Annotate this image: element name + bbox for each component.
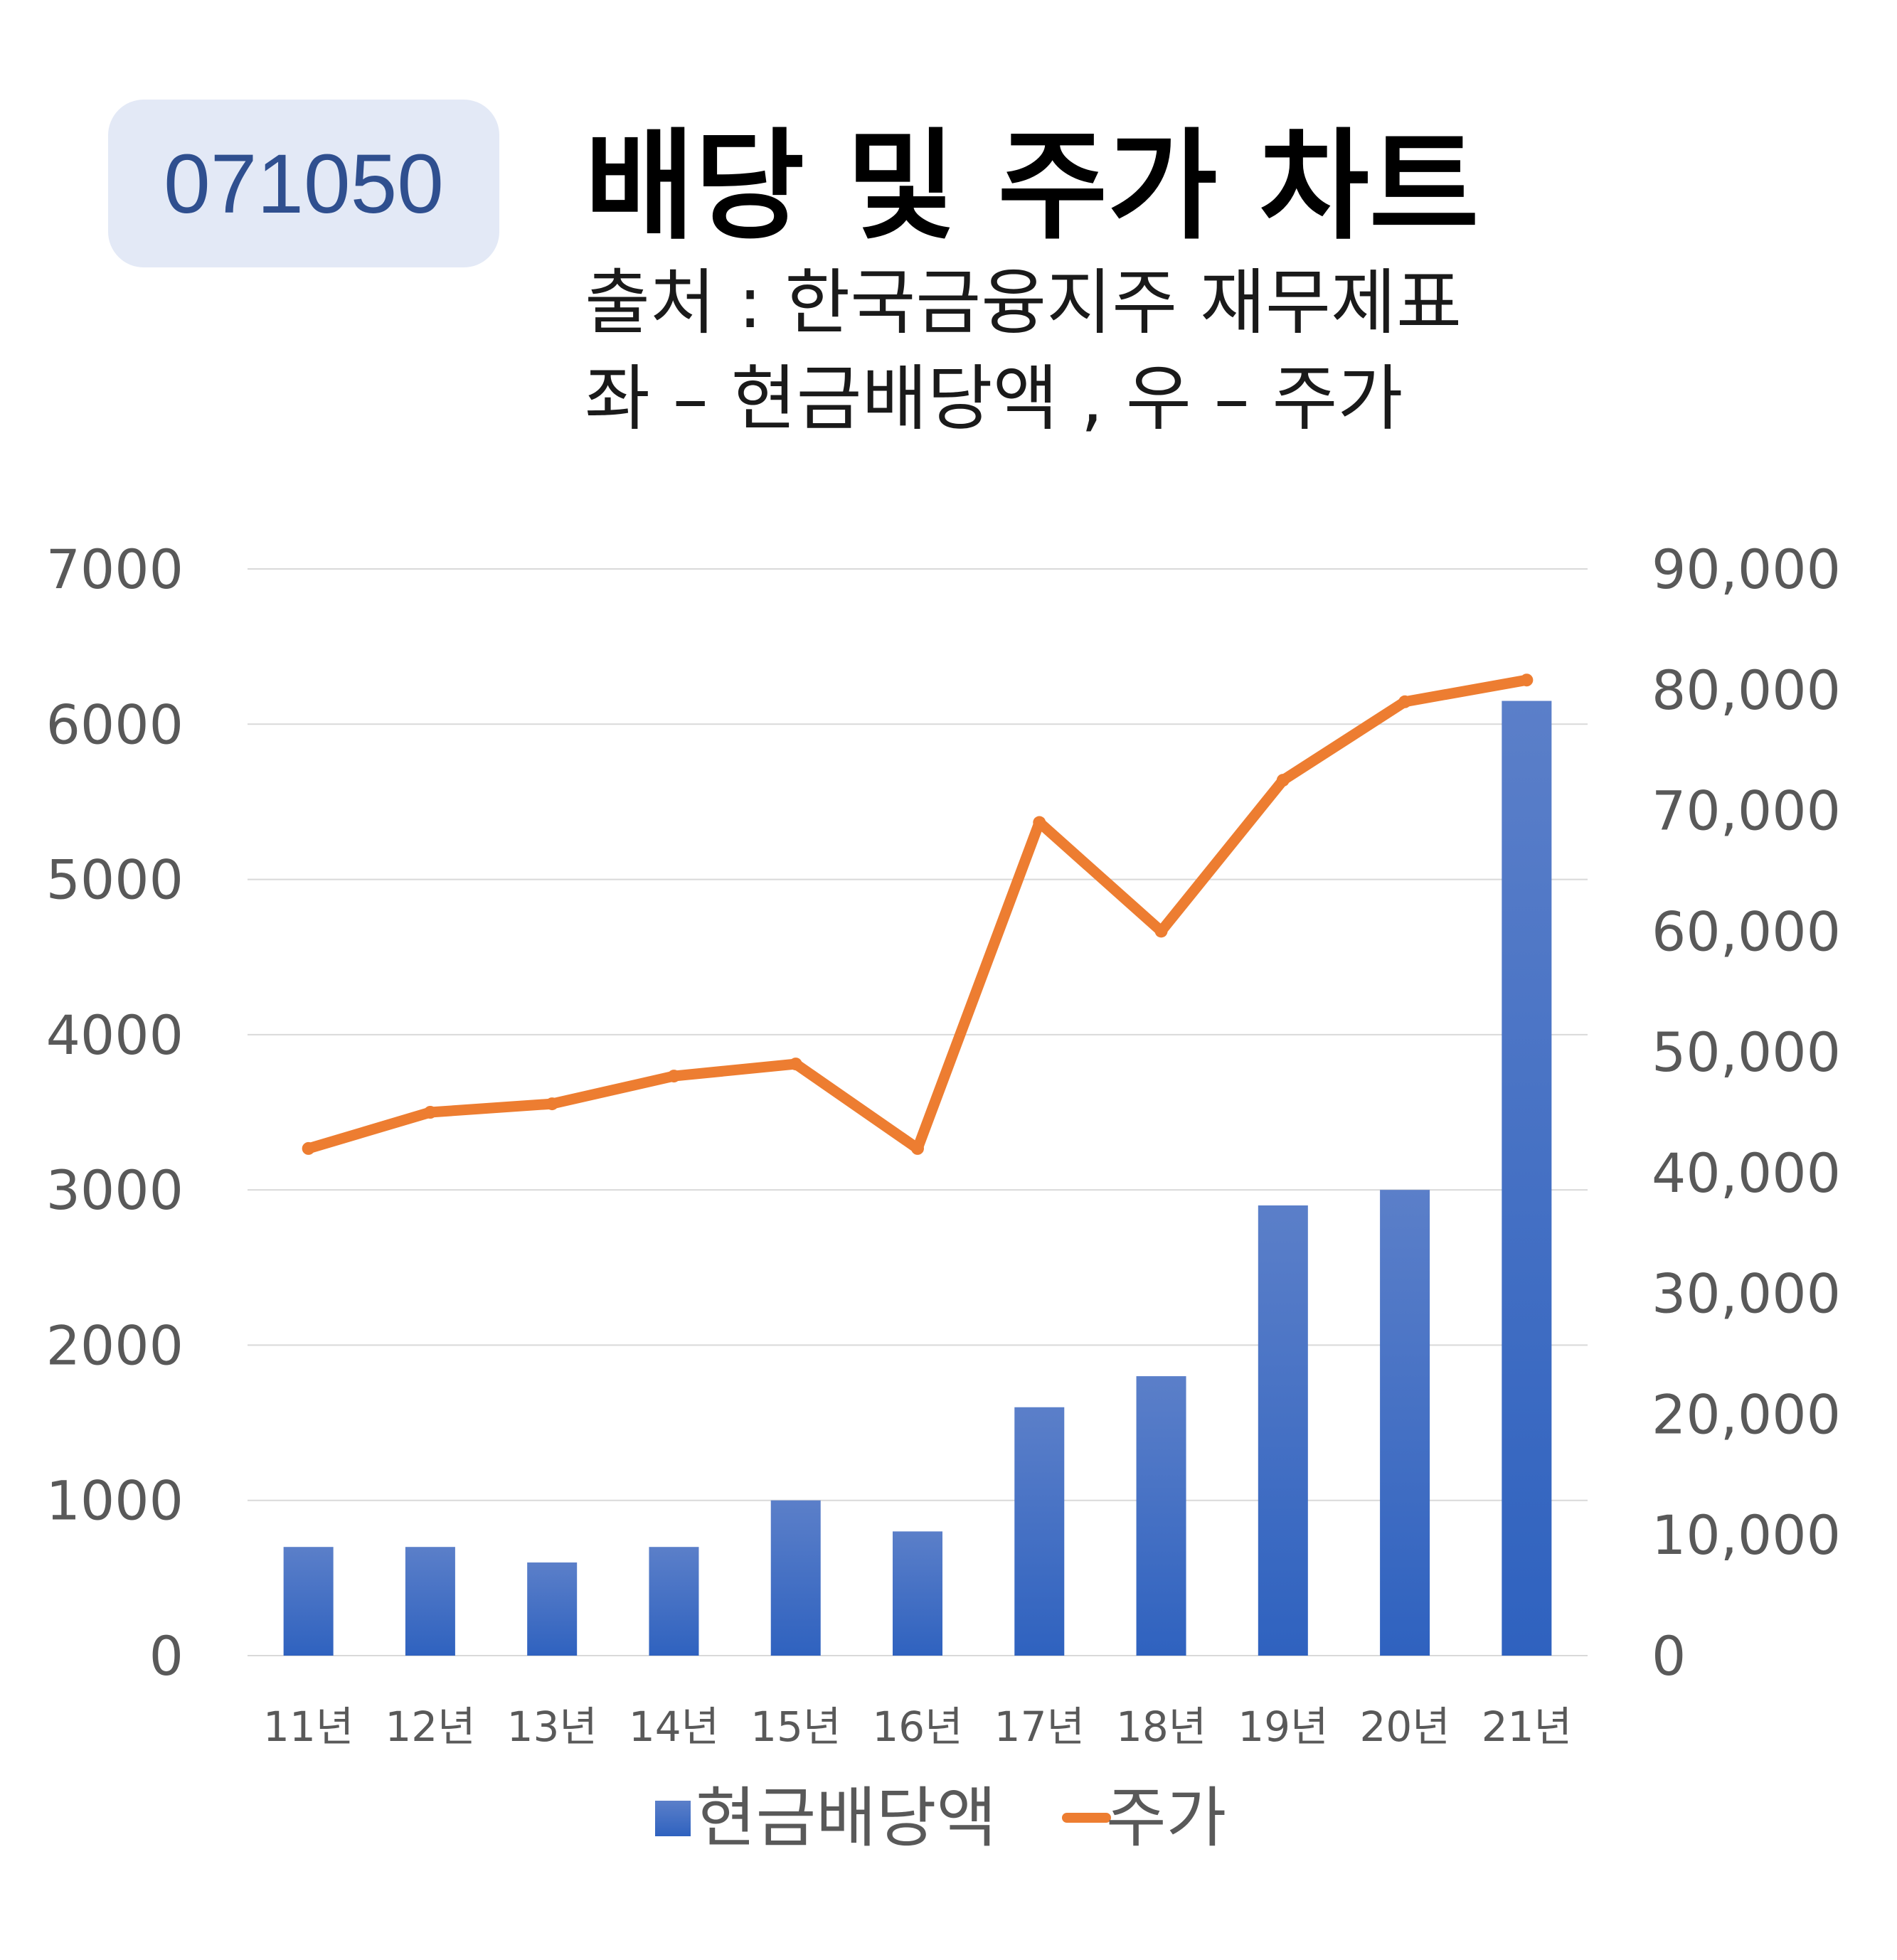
dividend-bar: [1380, 1190, 1430, 1656]
dividend-bar: [649, 1547, 699, 1656]
left-axis-tick-label: 4000: [46, 1003, 184, 1067]
price-point: [667, 1070, 681, 1083]
dividend-bar: [1258, 1205, 1308, 1656]
price-point: [1520, 673, 1534, 687]
legend-swatch-dividend: [655, 1801, 691, 1836]
price-point: [302, 1141, 315, 1155]
x-axis-tick-label: 16년: [872, 1703, 962, 1751]
left-axis-tick-label: 7000: [46, 538, 184, 601]
x-axis-tick-label: 11년: [263, 1703, 354, 1751]
x-axis-tick-label: 17년: [994, 1703, 1085, 1751]
price-point: [1033, 816, 1046, 829]
left-axis-tick-label: 2000: [46, 1314, 184, 1377]
right-axis-tick-label: 60,000: [1652, 900, 1841, 963]
legend: 현금배당액 주가: [655, 1780, 1226, 1856]
dividend-bar: [770, 1500, 821, 1656]
right-axis-tick-label: 10,000: [1652, 1503, 1841, 1567]
left-axis-tick-label: 5000: [46, 848, 184, 912]
x-axis-tick-label: 19년: [1238, 1703, 1328, 1751]
right-axis-ticks: 0 10,000 20,000 30,000 40,000 50,000 60,000 70,…: [1652, 538, 1841, 1688]
right-axis-tick-label: 20,000: [1652, 1383, 1841, 1446]
dividend-bar: [405, 1547, 455, 1656]
dividend-bar: [1502, 701, 1552, 1656]
x-axis-tick-label: 14년: [629, 1703, 719, 1751]
x-axis-tick-label: 15년: [750, 1703, 841, 1751]
x-axis-tick-label: 20년: [1360, 1703, 1450, 1751]
dividend-bar: [1014, 1407, 1065, 1656]
price-series-line: [303, 674, 1532, 1154]
right-axis-tick-label: 80,000: [1652, 659, 1841, 722]
price-point: [423, 1106, 437, 1119]
right-axis-tick-label: 40,000: [1652, 1141, 1841, 1205]
stock-code: 071050: [164, 137, 444, 231]
right-axis-tick-label: 30,000: [1652, 1262, 1841, 1326]
x-axis-tick-label: 21년: [1482, 1703, 1572, 1751]
left-axis-tick-label: 1000: [46, 1469, 184, 1533]
x-axis-ticks: 11년 12년 13년 14년 15년 16년 17년 18년 19년 20년 21년: [263, 1703, 1572, 1751]
right-axis-tick-label: 70,000: [1652, 779, 1841, 843]
chart-axis-note: 좌 – 현금배당액 , 우 – 주가: [585, 357, 1403, 440]
price-point: [1154, 925, 1168, 938]
left-axis-tick-label: 3000: [46, 1159, 184, 1222]
legend-label-dividend: 현금배당액: [696, 1780, 997, 1856]
price-point: [546, 1097, 559, 1111]
dividend-bars: [283, 701, 1552, 1656]
x-axis-tick-label: 18년: [1116, 1703, 1206, 1751]
left-axis-tick-label: 6000: [46, 693, 184, 756]
chart-title: 배당 및 주가 차트: [585, 117, 1479, 256]
right-axis-tick-label: 0: [1652, 1624, 1686, 1688]
price-point: [911, 1141, 924, 1155]
left-axis-tick-label: 0: [149, 1624, 184, 1688]
right-axis-tick-label: 90,000: [1652, 538, 1841, 601]
price-point: [789, 1058, 802, 1071]
legend-label-price: 주가: [1106, 1780, 1226, 1856]
dividend-bar: [283, 1547, 334, 1656]
dividend-bar: [527, 1562, 578, 1656]
price-point: [1276, 774, 1290, 787]
x-axis-tick-label: 12년: [385, 1703, 475, 1751]
stock-code-badge-bg: [108, 100, 499, 267]
left-axis-ticks: 0 1000 2000 3000 4000 5000 6000 7000: [46, 538, 184, 1688]
stock-code-badge: 071050: [108, 100, 499, 267]
price-point: [1398, 695, 1412, 708]
x-axis-tick-label: 13년: [507, 1703, 597, 1751]
dividend-bar: [1136, 1376, 1186, 1656]
right-axis-tick-label: 50,000: [1652, 1021, 1841, 1084]
dividend-bar: [893, 1531, 942, 1656]
price-line: [302, 673, 1534, 1155]
chart-source-line: 출처 : 한국금융지주 재무제표: [585, 261, 1462, 344]
